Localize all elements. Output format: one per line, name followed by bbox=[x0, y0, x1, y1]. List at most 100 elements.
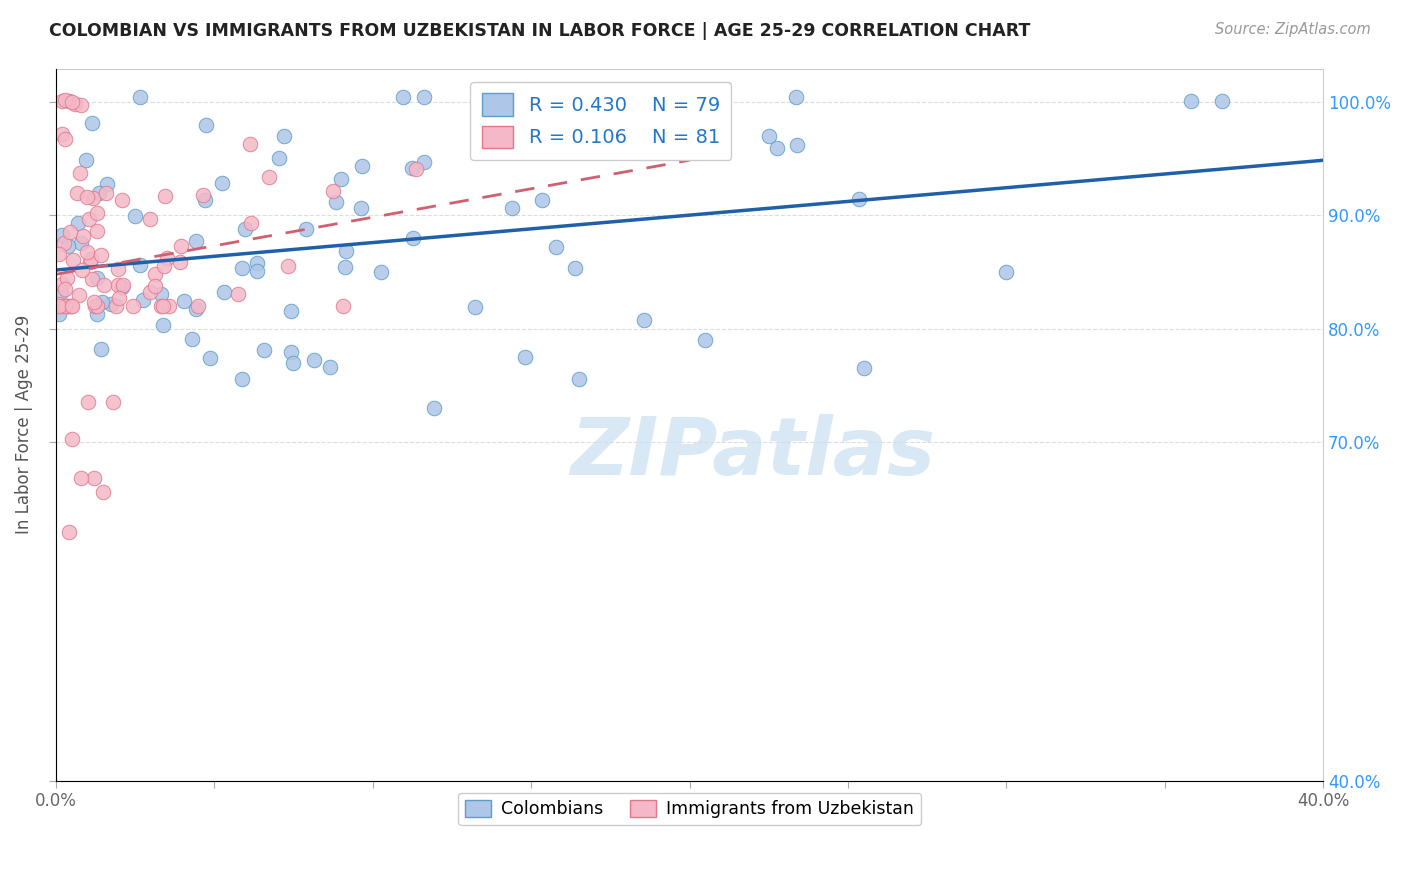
Point bbox=[56, 299, 79, 313]
Point bbox=[90, 343, 112, 357]
Point bbox=[253, 343, 276, 358]
Point bbox=[246, 256, 269, 270]
Point bbox=[60, 299, 83, 313]
Point bbox=[58, 95, 80, 109]
Point bbox=[152, 299, 174, 313]
Point bbox=[401, 161, 423, 175]
Point bbox=[86, 307, 108, 321]
Point bbox=[70, 97, 93, 112]
Point bbox=[231, 372, 253, 386]
Point bbox=[267, 152, 290, 166]
Point bbox=[335, 244, 357, 258]
Point bbox=[129, 89, 152, 103]
Point bbox=[848, 192, 870, 206]
Point bbox=[628, 140, 651, 154]
Point bbox=[93, 278, 115, 293]
Point bbox=[55, 131, 77, 145]
Point bbox=[93, 485, 115, 500]
Point bbox=[48, 299, 70, 313]
Point bbox=[423, 401, 446, 415]
Point bbox=[1211, 95, 1233, 109]
Point bbox=[187, 299, 209, 313]
Point bbox=[49, 299, 72, 313]
Point bbox=[785, 89, 807, 103]
Point bbox=[51, 277, 73, 291]
Point bbox=[273, 128, 295, 143]
Point bbox=[67, 216, 90, 230]
Point bbox=[233, 222, 256, 236]
Point bbox=[170, 239, 193, 253]
Point bbox=[231, 261, 253, 276]
Point bbox=[53, 299, 76, 313]
Point bbox=[246, 264, 269, 278]
Point bbox=[48, 297, 70, 311]
Point bbox=[100, 297, 122, 311]
Point bbox=[96, 177, 118, 191]
Point bbox=[122, 299, 145, 313]
Point bbox=[513, 350, 536, 364]
Point bbox=[152, 318, 174, 332]
Point bbox=[69, 166, 91, 180]
Point bbox=[107, 261, 129, 276]
Point bbox=[66, 186, 89, 201]
Point bbox=[70, 471, 93, 485]
Point bbox=[211, 176, 233, 190]
Point bbox=[69, 288, 91, 302]
Point bbox=[70, 263, 93, 277]
Point bbox=[352, 160, 374, 174]
Point bbox=[76, 395, 98, 409]
Point bbox=[195, 118, 218, 132]
Point bbox=[281, 356, 304, 370]
Point bbox=[1180, 94, 1202, 108]
Point bbox=[60, 432, 83, 446]
Point bbox=[212, 285, 235, 299]
Point bbox=[280, 344, 302, 359]
Point bbox=[413, 89, 436, 103]
Point bbox=[82, 191, 104, 205]
Point bbox=[62, 253, 84, 268]
Point bbox=[76, 245, 98, 260]
Point bbox=[402, 231, 425, 245]
Point bbox=[89, 186, 111, 200]
Point bbox=[80, 252, 103, 266]
Point bbox=[56, 271, 79, 285]
Point bbox=[191, 187, 214, 202]
Point bbox=[86, 299, 108, 313]
Point bbox=[55, 282, 77, 296]
Point bbox=[633, 313, 655, 327]
Point bbox=[277, 259, 299, 273]
Point bbox=[82, 271, 104, 285]
Point bbox=[786, 138, 808, 153]
Point bbox=[86, 270, 108, 285]
Point bbox=[56, 239, 79, 253]
Point bbox=[75, 153, 97, 168]
Point bbox=[153, 260, 176, 274]
Text: COLOMBIAN VS IMMIGRANTS FROM UZBEKISTAN IN LABOR FORCE | AGE 25-29 CORRELATION C: COLOMBIAN VS IMMIGRANTS FROM UZBEKISTAN … bbox=[49, 22, 1031, 40]
Point bbox=[280, 304, 302, 318]
Point bbox=[124, 209, 146, 223]
Point bbox=[631, 135, 654, 149]
Point bbox=[464, 301, 486, 315]
Point bbox=[80, 116, 103, 130]
Point bbox=[330, 172, 353, 186]
Point bbox=[143, 268, 166, 282]
Point bbox=[413, 155, 436, 169]
Point bbox=[995, 265, 1018, 279]
Point bbox=[70, 236, 93, 251]
Point bbox=[60, 299, 83, 313]
Point bbox=[295, 222, 318, 236]
Point bbox=[370, 264, 392, 278]
Point bbox=[90, 248, 112, 262]
Point bbox=[149, 287, 172, 301]
Point bbox=[111, 280, 134, 294]
Point bbox=[302, 353, 325, 368]
Point bbox=[60, 95, 83, 110]
Point bbox=[332, 299, 354, 313]
Point bbox=[51, 285, 73, 299]
Point bbox=[48, 307, 70, 321]
Point bbox=[132, 293, 155, 307]
Point bbox=[53, 235, 76, 250]
Point bbox=[111, 278, 134, 293]
Point bbox=[239, 216, 262, 230]
Point bbox=[79, 211, 101, 226]
